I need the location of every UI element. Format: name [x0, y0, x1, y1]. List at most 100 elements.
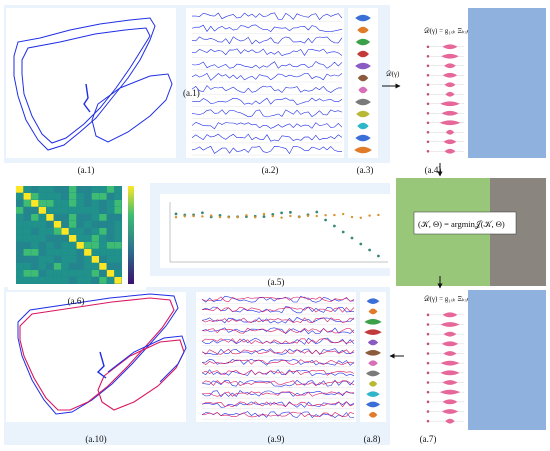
heatmap-cell	[38, 221, 46, 228]
distribution-violin	[445, 418, 455, 424]
heatmap-cell	[84, 256, 92, 263]
violin-shape	[365, 401, 381, 408]
scatter-point	[368, 248, 371, 252]
heatmap-cell	[84, 235, 92, 242]
heatmap-cell	[99, 221, 107, 228]
heatmap-cell	[91, 270, 99, 277]
scatter-point-alt	[289, 214, 292, 218]
heatmap-cell	[38, 186, 46, 193]
violin-shape	[354, 146, 372, 154]
violin-shape	[366, 298, 380, 305]
distribution-marker	[426, 342, 430, 346]
caption-a10: (a.10)	[85, 434, 106, 444]
heatmap-cell	[76, 263, 84, 270]
heatmap-cell	[91, 221, 99, 228]
heatmap-cell	[31, 207, 39, 214]
heatmap-cell	[91, 186, 99, 193]
heatmap-cell	[23, 207, 31, 214]
heatmap-cell	[46, 263, 54, 270]
caption-a4: (a.4)	[425, 165, 442, 175]
distribution-marker	[426, 390, 430, 394]
scatter-point-alt	[350, 215, 354, 219]
blue-block-bottom	[468, 290, 546, 430]
violin-shape	[355, 38, 371, 46]
distribution-marker	[426, 419, 430, 423]
heatmap-cell	[61, 228, 69, 235]
heatmap-cell	[53, 242, 62, 249]
distribution-violin	[440, 101, 460, 107]
heatmap-cell	[16, 200, 24, 207]
heatmap-cell	[53, 221, 62, 228]
heatmap-cell	[16, 249, 24, 256]
signal-trace-reconstructed	[201, 296, 355, 303]
heatmap-cell	[16, 270, 24, 277]
heatmap-cell	[61, 221, 69, 228]
heatmap-cell	[99, 256, 107, 263]
heatmap-cell	[53, 207, 62, 214]
heatmap-cell	[16, 263, 24, 270]
heatmap-cell	[69, 193, 77, 200]
distribution-violin	[440, 322, 460, 327]
distribution-equation-bottom: 𝒟(γ) = g₁ₓₖ Ξₖₓd	[424, 295, 471, 303]
distribution-marker	[426, 121, 430, 125]
signal-trace-reconstructed	[201, 348, 355, 355]
heatmap-cell	[23, 221, 31, 228]
heatmap-cell	[76, 228, 84, 235]
heatmap-cell	[38, 200, 46, 207]
heatmap-cell	[46, 256, 54, 263]
heatmap-cell	[76, 221, 84, 228]
trajectory-spike	[83, 83, 91, 113]
timeseries-panel-a9	[196, 292, 356, 422]
violin-shape	[357, 50, 369, 58]
violin-shape	[367, 339, 379, 346]
heatmap-cell	[16, 228, 24, 235]
distribution-marker	[426, 381, 430, 384]
heatmap-cell	[53, 263, 62, 270]
signal-trace-reconstructed	[201, 369, 355, 376]
scatter-point	[359, 242, 363, 246]
violin-shape	[356, 110, 370, 118]
heatmap-cell	[91, 193, 99, 200]
heatmap-cell	[76, 270, 84, 277]
scatter-point-alt	[174, 216, 178, 219]
heatmap-cell	[69, 200, 77, 207]
heatmap-cell	[16, 186, 24, 193]
heatmap-cell	[23, 193, 31, 200]
signal-trace-reconstructed	[201, 327, 355, 334]
trajectory-loop-inner	[21, 27, 151, 144]
violin-shape	[368, 360, 378, 367]
distribution-label: 𝒟(γ)	[386, 70, 400, 78]
objective-equation: (𝒦, Θ) = argmin𝒥(𝒦, Θ)	[418, 219, 505, 229]
distribution-violin	[442, 44, 458, 50]
signal-trace	[191, 145, 343, 155]
violin-shape	[357, 26, 369, 34]
scatter-point-alt	[333, 213, 336, 217]
heatmap-cell	[31, 270, 39, 277]
distribution-marker	[426, 54, 430, 58]
heatmap-cell	[31, 277, 39, 284]
heatmap-cell	[91, 214, 99, 221]
heatmap-cell	[91, 200, 99, 207]
timeseries-panel-a2: (a.1)	[183, 8, 344, 158]
scatter-point-alt	[254, 216, 257, 219]
signal-trace	[191, 133, 343, 142]
heatmap-cell	[53, 277, 62, 284]
signal-trace	[191, 48, 343, 57]
scatter-point-alt	[377, 213, 380, 217]
violin-shape	[357, 74, 369, 82]
signal-trace	[191, 24, 343, 33]
distribution-marker	[426, 361, 430, 365]
heatmap-cell	[61, 249, 69, 256]
heatmap-cell	[84, 207, 92, 214]
heatmap-cell	[53, 193, 62, 200]
distribution-marker	[426, 332, 430, 336]
heatmap-cell	[114, 200, 122, 207]
scatter-point-alt	[183, 215, 186, 218]
signal-trace-reconstructed	[201, 411, 355, 418]
heatmap-cell	[114, 242, 122, 249]
heatmap-cell	[23, 235, 31, 242]
trajectory-red-loop-a10	[97, 339, 185, 411]
heatmap-cell	[69, 256, 77, 263]
heatmap-cell	[114, 214, 122, 221]
heatmap-cell	[106, 214, 115, 221]
